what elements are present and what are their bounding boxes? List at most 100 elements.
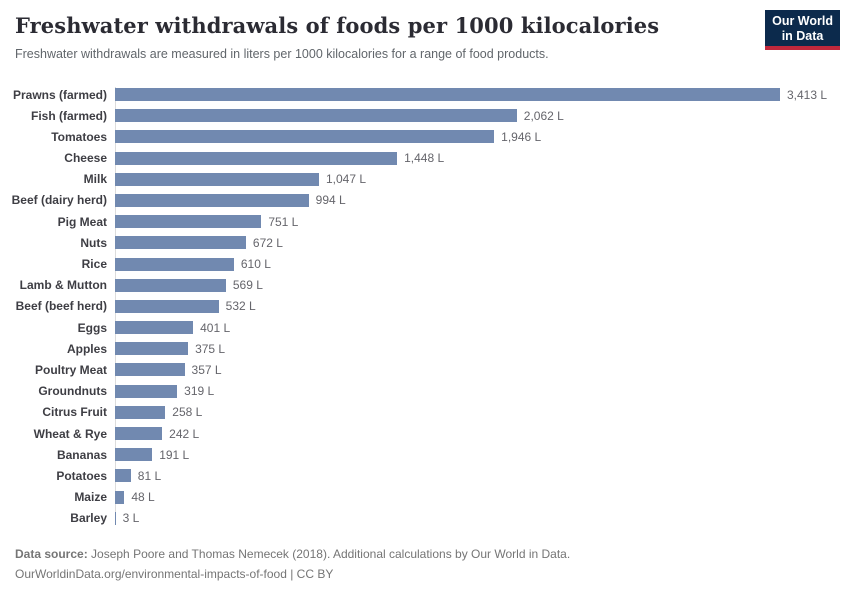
chart-row: Barley 3 L bbox=[0, 511, 850, 526]
bar bbox=[115, 236, 246, 250]
bar bbox=[115, 384, 178, 398]
chart-row: Fish (farmed) 2,062 L bbox=[0, 108, 850, 123]
bar bbox=[115, 342, 189, 356]
chart-row: Apples 375 L bbox=[0, 341, 850, 356]
value-label: 751 L bbox=[268, 214, 299, 229]
value-label: 1,047 L bbox=[326, 172, 367, 187]
value-label: 319 L bbox=[184, 384, 215, 399]
bar bbox=[115, 469, 131, 483]
row-label: Beef (beef herd) bbox=[15, 299, 107, 314]
value-label: 1,448 L bbox=[404, 151, 445, 166]
value-label: 48 L bbox=[131, 490, 155, 505]
row-label: Bananas bbox=[56, 447, 107, 462]
bar bbox=[115, 278, 226, 292]
row-label: Nuts bbox=[80, 235, 107, 250]
chart-row: Milk 1,047 L bbox=[0, 172, 850, 187]
bar-area: 672 L bbox=[115, 236, 283, 250]
bar-area: 3,413 L bbox=[115, 87, 828, 102]
row-label: Maize bbox=[74, 490, 107, 505]
row-label: Pig Meat bbox=[57, 214, 107, 229]
bar-area: 81 L bbox=[115, 468, 162, 483]
bar-area: 3 L bbox=[115, 511, 140, 526]
bar bbox=[115, 321, 194, 335]
chart-row: Rice 610 L bbox=[0, 257, 850, 271]
value-label: 401 L bbox=[200, 320, 231, 335]
chart-row: Nuts 672 L bbox=[0, 235, 850, 250]
bar-area: 610 L bbox=[115, 257, 271, 271]
value-label: 994 L bbox=[315, 193, 346, 208]
row-label: Beef (dairy herd) bbox=[11, 193, 107, 208]
bar bbox=[115, 490, 125, 504]
chart-row: Citrus Fruit 258 L bbox=[0, 405, 850, 419]
bar-area: 191 L bbox=[115, 448, 189, 462]
bar bbox=[115, 511, 116, 525]
row-label: Lamb & Mutton bbox=[19, 278, 107, 293]
bar-area: 401 L bbox=[115, 320, 231, 335]
value-label: 3 L bbox=[122, 511, 140, 526]
bar bbox=[115, 363, 185, 377]
data-source-text: Joseph Poore and Thomas Nemecek (2018). … bbox=[87, 547, 571, 561]
row-label: Rice bbox=[81, 257, 107, 271]
bar-area: 994 L bbox=[115, 193, 346, 208]
bar bbox=[115, 427, 163, 440]
chart-row: Eggs 401 L bbox=[0, 320, 850, 335]
bar bbox=[115, 215, 262, 229]
row-label: Prawns (farmed) bbox=[12, 87, 107, 102]
page-subtitle: Freshwater withdrawals are measured in l… bbox=[15, 47, 549, 61]
chart-row: Poultry Meat 357 L bbox=[0, 362, 850, 377]
row-label: Tomatoes bbox=[51, 129, 107, 144]
bar bbox=[115, 172, 319, 186]
bar bbox=[115, 405, 166, 419]
row-label: Milk bbox=[83, 172, 107, 187]
chart-header: Freshwater withdrawals of foods per 1000… bbox=[0, 0, 850, 61]
bar-area: 532 L bbox=[115, 299, 256, 314]
row-label: Barley bbox=[70, 511, 107, 526]
owid-logo[interactable]: Our World in Data bbox=[765, 10, 840, 50]
bar bbox=[115, 151, 398, 165]
data-source-label: Data source: bbox=[15, 547, 88, 561]
bar bbox=[115, 88, 780, 101]
footer-link-line[interactable]: OurWorldinData.org/environmental-impacts… bbox=[15, 567, 334, 581]
row-label: Cheese bbox=[64, 151, 107, 166]
bar-chart: Prawns (farmed) 3,413 L Fish (farmed) 2,… bbox=[0, 87, 850, 526]
bar-area: 357 L bbox=[115, 362, 222, 377]
value-label: 532 L bbox=[225, 299, 256, 314]
row-label: Groundnuts bbox=[38, 384, 107, 399]
value-label: 3,413 L bbox=[787, 87, 828, 102]
chart-row: Tomatoes 1,946 L bbox=[0, 129, 850, 144]
bar-area: 2,062 L bbox=[115, 108, 564, 123]
bar-area: 375 L bbox=[115, 342, 225, 356]
row-label: Potatoes bbox=[56, 468, 107, 483]
value-label: 357 L bbox=[191, 362, 222, 377]
bar bbox=[115, 193, 309, 207]
value-label: 1,946 L bbox=[501, 129, 542, 144]
bar-area: 242 L bbox=[115, 427, 199, 441]
value-label: 569 L bbox=[232, 278, 263, 293]
chart-row: Prawns (farmed) 3,413 L bbox=[0, 87, 850, 102]
bar-area: 258 L bbox=[115, 405, 202, 419]
bar bbox=[115, 257, 234, 271]
row-label: Apples bbox=[66, 341, 107, 356]
chart-row: Bananas 191 L bbox=[0, 447, 850, 462]
bar-area: 1,448 L bbox=[115, 151, 445, 166]
chart-row: Wheat & Rye 242 L bbox=[0, 426, 850, 441]
bar-area: 1,946 L bbox=[115, 129, 542, 144]
data-source-line: Data source: Joseph Poore and Thomas Nem… bbox=[15, 544, 570, 564]
chart-row: Lamb & Mutton 569 L bbox=[0, 278, 850, 293]
value-label: 2,062 L bbox=[523, 108, 564, 123]
chart-row: Cheese 1,448 L bbox=[0, 151, 850, 166]
owid-logo-line1: Our World bbox=[772, 14, 833, 28]
bar bbox=[115, 130, 495, 144]
bar bbox=[115, 448, 153, 462]
chart-row: Groundnuts 319 L bbox=[0, 384, 850, 399]
bar-area: 569 L bbox=[115, 278, 263, 293]
bar-area: 1,047 L bbox=[115, 172, 367, 187]
row-label: Poultry Meat bbox=[34, 362, 107, 377]
chart-row: Beef (dairy herd) 994 L bbox=[0, 193, 850, 208]
value-label: 81 L bbox=[137, 468, 162, 483]
chart-row: Maize 48 L bbox=[0, 490, 850, 505]
row-label: Fish (farmed) bbox=[30, 108, 107, 123]
row-label: Wheat & Rye bbox=[33, 426, 107, 441]
chart-row: Beef (beef herd) 532 L bbox=[0, 299, 850, 314]
chart-row: Pig Meat 751 L bbox=[0, 214, 850, 229]
